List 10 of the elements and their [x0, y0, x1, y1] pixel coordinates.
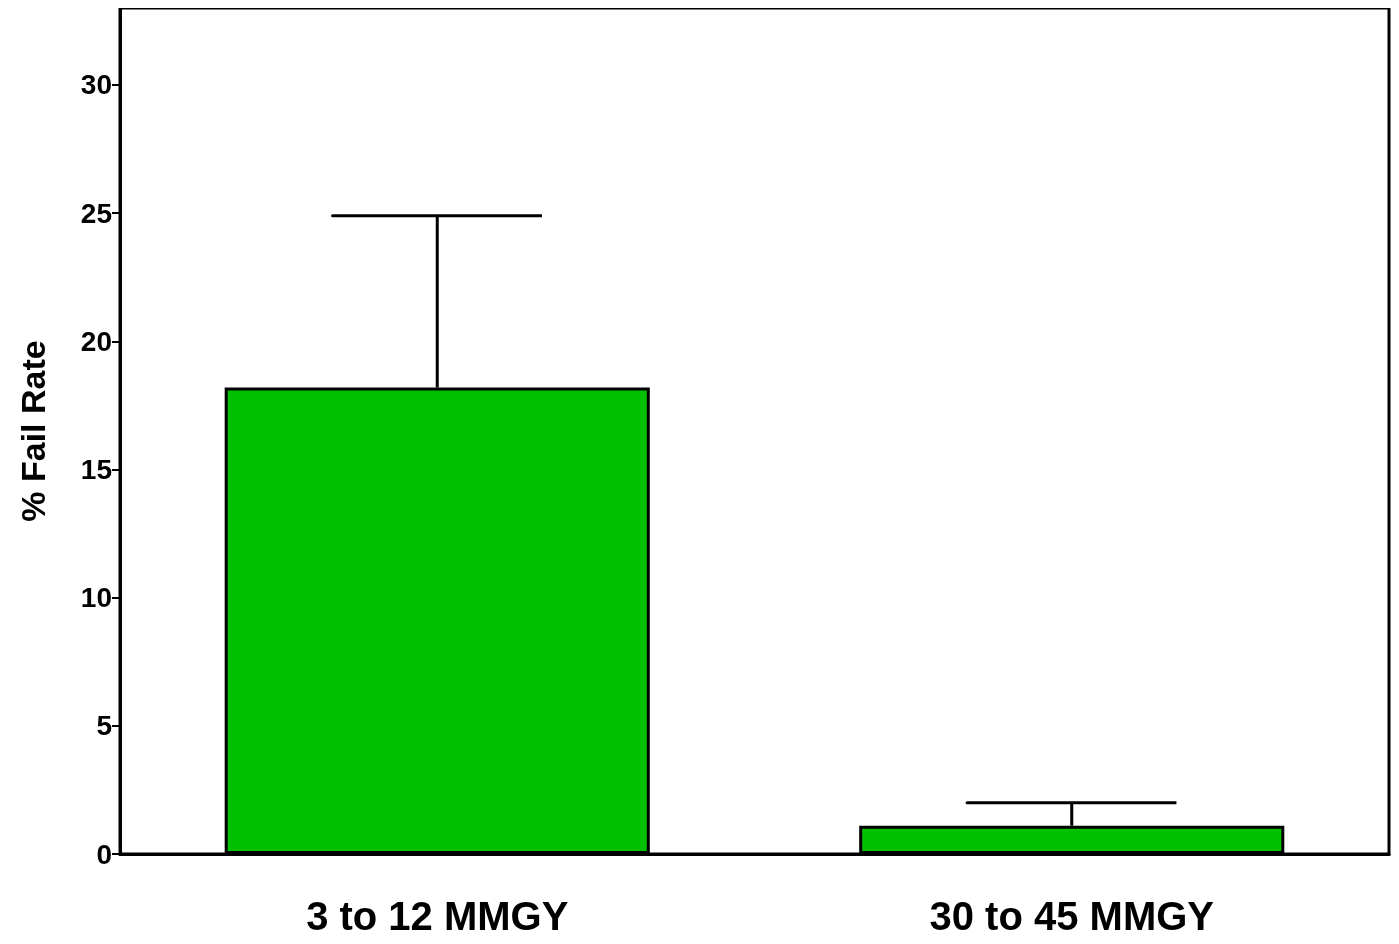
y-tick-label: 10 — [80, 582, 112, 614]
y-tick-label: 0 — [96, 838, 112, 870]
y-tick-label: 5 — [96, 710, 112, 742]
y-tick-label: 15 — [80, 453, 112, 485]
x-tick-label: 30 to 45 MMGY — [929, 894, 1215, 938]
y-tick-label: 25 — [80, 197, 112, 229]
y-axis-title: % Fail Rate — [14, 340, 52, 522]
y-tick-label: 30 — [80, 69, 112, 101]
x-tick-label: 3 to 12 MMGY — [306, 894, 569, 938]
y-tick-label: 20 — [80, 325, 112, 357]
